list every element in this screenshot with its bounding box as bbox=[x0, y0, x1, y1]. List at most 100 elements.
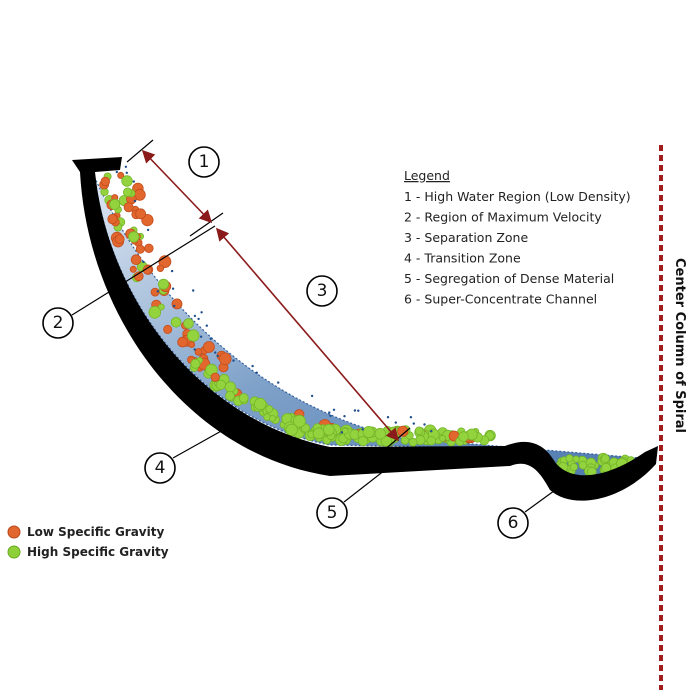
flow-dot bbox=[173, 304, 176, 308]
particle bbox=[565, 454, 574, 463]
legend-item: 4 - Transition Zone bbox=[404, 251, 521, 266]
particle bbox=[142, 265, 153, 275]
flow-dot bbox=[343, 415, 346, 418]
particle bbox=[224, 381, 236, 393]
particle bbox=[144, 243, 154, 254]
flow-dot bbox=[216, 354, 219, 358]
flow-dot bbox=[171, 287, 175, 290]
legend-item: 1 - High Water Region (Low Density) bbox=[404, 189, 631, 204]
flow-dot bbox=[115, 170, 119, 174]
particle bbox=[135, 244, 145, 254]
particle bbox=[254, 397, 267, 411]
flow-dot bbox=[386, 416, 390, 419]
flow-dot bbox=[340, 431, 344, 434]
callout-circle bbox=[188, 146, 220, 178]
particle bbox=[157, 303, 165, 311]
particle bbox=[210, 372, 220, 382]
particle bbox=[177, 336, 188, 348]
callouts: 1 2 3 4 5 6 bbox=[42, 146, 529, 539]
legend-item: 5 - Segregation of Dense Material bbox=[404, 271, 614, 286]
legend: Legend 1 - High Water Region (Low Densit… bbox=[404, 168, 631, 307]
particle bbox=[312, 427, 325, 440]
particle bbox=[157, 278, 169, 290]
particle bbox=[135, 208, 147, 220]
center-label: Center Column of Spiral bbox=[672, 258, 687, 433]
particle bbox=[215, 379, 226, 390]
flow-dot bbox=[170, 269, 174, 273]
particle bbox=[194, 348, 203, 356]
callout-circle bbox=[144, 452, 176, 484]
particle bbox=[109, 198, 121, 210]
particle bbox=[414, 426, 424, 436]
zone-arrows bbox=[141, 149, 400, 442]
particle bbox=[107, 214, 118, 225]
particle bbox=[190, 358, 201, 369]
particle bbox=[426, 436, 437, 446]
particle bbox=[322, 423, 335, 436]
flow-dot bbox=[310, 394, 314, 398]
key-swatch bbox=[7, 525, 21, 539]
flow-dot bbox=[193, 348, 196, 351]
particle bbox=[170, 316, 182, 328]
particle bbox=[171, 298, 183, 310]
key-label: Low Specific Gravity bbox=[27, 525, 164, 539]
flow-dot bbox=[193, 314, 197, 318]
particle bbox=[341, 427, 349, 435]
key-swatch bbox=[7, 545, 21, 559]
flow-dot bbox=[277, 381, 280, 384]
flow-dot bbox=[214, 351, 217, 354]
particle bbox=[129, 265, 137, 273]
particle bbox=[150, 287, 160, 297]
particle bbox=[374, 427, 387, 440]
particle bbox=[188, 341, 196, 348]
particle bbox=[357, 435, 369, 447]
particle bbox=[130, 254, 142, 266]
callout-number: 1 bbox=[199, 152, 210, 172]
flow-dot bbox=[394, 421, 397, 424]
callout-number: 4 bbox=[155, 458, 166, 478]
flow-dot bbox=[132, 180, 135, 183]
flow-dot bbox=[255, 371, 258, 374]
flow-dot bbox=[361, 428, 364, 431]
particle bbox=[569, 462, 578, 472]
key: Low Specific Gravity High Specific Gravi… bbox=[7, 525, 169, 559]
particle bbox=[225, 390, 235, 401]
particle bbox=[285, 423, 298, 437]
particle bbox=[218, 352, 232, 366]
particle bbox=[123, 202, 134, 213]
callout-number: 3 bbox=[317, 281, 328, 301]
particle bbox=[122, 187, 133, 197]
flow-dot bbox=[423, 423, 426, 426]
flow-dot bbox=[332, 408, 336, 411]
particle bbox=[183, 318, 194, 329]
particle bbox=[114, 234, 125, 245]
particle bbox=[121, 175, 133, 187]
flow-dot bbox=[353, 409, 357, 412]
callout-circle bbox=[306, 275, 338, 307]
particle bbox=[117, 171, 125, 179]
particle bbox=[238, 393, 249, 403]
legend-item: 3 - Separation Zone bbox=[404, 230, 528, 245]
particle bbox=[163, 324, 173, 334]
flow-dot bbox=[430, 430, 433, 433]
callout-circle bbox=[42, 307, 74, 339]
flow-dot bbox=[199, 335, 203, 338]
key-label: High Specific Gravity bbox=[27, 545, 169, 559]
flow-dot bbox=[357, 409, 360, 412]
particle bbox=[458, 431, 469, 442]
legend-title: Legend bbox=[404, 168, 450, 183]
flow-dot bbox=[409, 416, 413, 419]
flow-dot bbox=[125, 171, 128, 174]
callout-number: 6 bbox=[508, 513, 519, 533]
particle bbox=[265, 405, 274, 413]
particle bbox=[156, 264, 165, 272]
flow-dot bbox=[251, 364, 254, 368]
flow-dot bbox=[205, 324, 208, 327]
flow-dot bbox=[209, 337, 212, 340]
flow-dot bbox=[133, 199, 137, 203]
particle bbox=[148, 305, 162, 319]
particle bbox=[187, 329, 200, 342]
